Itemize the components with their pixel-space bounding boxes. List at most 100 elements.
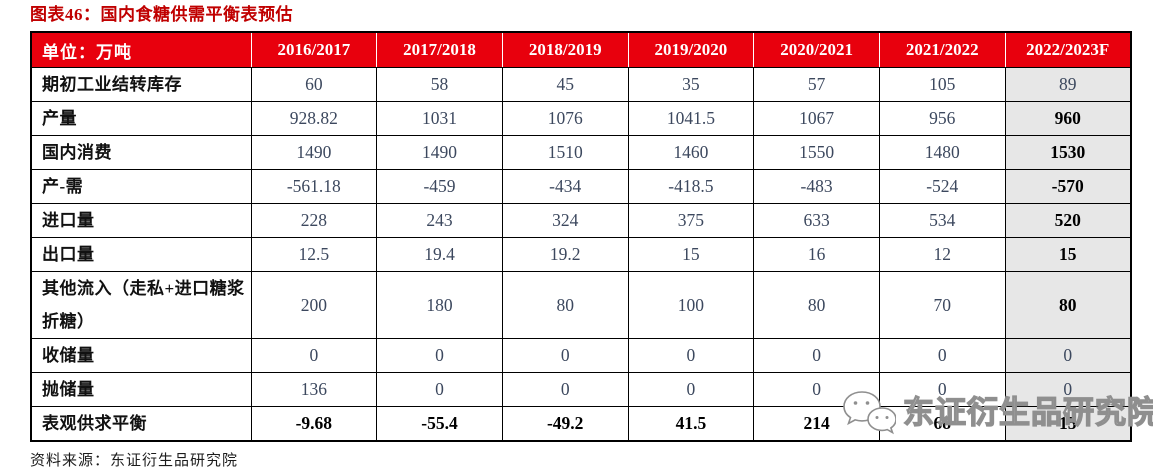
value-cell: 214	[753, 406, 880, 442]
value-cell: -434	[501, 169, 629, 204]
value-cell: 41.5	[627, 406, 755, 442]
row-label: 表观供求平衡	[30, 406, 252, 442]
value-cell: 0	[753, 372, 880, 407]
value-cell: 1510	[501, 135, 629, 170]
table-row: 出口量 12.5 19.4 19.2 15 16 12 15	[30, 237, 1132, 272]
value-cell: 0	[1004, 338, 1132, 373]
row-label: 产量	[30, 101, 252, 136]
table-row: 期初工业结转库存 60 58 45 35 57 105 89	[30, 67, 1132, 102]
value-cell: -55.4	[376, 406, 503, 442]
year-header-cell: 2018/2019	[501, 32, 629, 68]
value-cell: 70	[878, 271, 1006, 339]
table-row: 收储量 0 0 0 0 0 0 0	[30, 338, 1132, 373]
value-cell: 228	[250, 203, 378, 238]
row-label: 其他流入（走私+进口糖浆折糖）	[30, 271, 252, 339]
value-cell: 956	[878, 101, 1006, 136]
value-cell: 0	[1004, 372, 1132, 407]
value-cell: 15	[627, 237, 755, 272]
value-cell: 1460	[627, 135, 755, 170]
value-cell: -9.68	[250, 406, 378, 442]
value-cell: 534	[878, 203, 1006, 238]
source-note: 资料来源：东证衍生品研究院	[30, 453, 239, 469]
value-cell: 1490	[376, 135, 503, 170]
table-header-row: 单位：万吨 2016/2017 2017/2018 2018/2019 2019/202…	[31, 32, 1131, 68]
value-cell: 0	[878, 372, 1006, 407]
value-cell: 0	[627, 338, 755, 373]
value-cell: 35	[627, 67, 755, 102]
value-cell: 0	[627, 372, 755, 407]
year-header-cell: 2017/2018	[376, 32, 503, 68]
value-cell: 136	[250, 372, 378, 407]
value-cell: 1041.5	[627, 101, 755, 136]
value-cell: 68	[878, 406, 1006, 442]
value-cell: 0	[376, 338, 503, 373]
row-label: 进口量	[30, 203, 252, 238]
row-label: 期初工业结转库存	[30, 67, 252, 102]
value-cell: 89	[1004, 67, 1132, 102]
value-cell: 1490	[250, 135, 378, 170]
value-cell: 105	[878, 67, 1006, 102]
table-row: 抛储量 136 0 0 0 0 0 0	[30, 372, 1132, 407]
value-cell: 928.82	[250, 101, 378, 136]
value-cell: 633	[753, 203, 880, 238]
value-cell: 19.2	[501, 237, 629, 272]
value-cell: 15	[1004, 406, 1132, 442]
value-cell: -524	[878, 169, 1006, 204]
value-cell: 60	[250, 67, 378, 102]
table-row: 产量 928.82 1031 1076 1041.5 1067 956 960	[30, 101, 1132, 136]
value-cell: 0	[376, 372, 503, 407]
value-cell: 16	[753, 237, 880, 272]
value-cell: -483	[753, 169, 880, 204]
value-cell: 520	[1004, 203, 1132, 238]
value-cell: 80	[501, 271, 629, 339]
value-cell: -570	[1004, 169, 1132, 204]
table-row: 进口量 228 243 324 375 633 534 520	[30, 203, 1132, 238]
row-label: 国内消费	[30, 135, 252, 170]
year-header-cell: 2020/2021	[753, 32, 880, 68]
value-cell: 80	[1004, 271, 1132, 339]
value-cell: 180	[376, 271, 503, 339]
value-cell: 243	[376, 203, 503, 238]
value-cell: 960	[1004, 101, 1132, 136]
value-cell: 324	[501, 203, 629, 238]
table-row: 表观供求平衡 -9.68 -55.4 -49.2 41.5 214 68 15	[30, 406, 1132, 442]
value-cell: 1067	[753, 101, 880, 136]
value-cell: 1076	[501, 101, 629, 136]
row-label: 出口量	[30, 237, 252, 272]
value-cell: 200	[250, 271, 378, 339]
value-cell: 0	[878, 338, 1006, 373]
value-cell: 12.5	[250, 237, 378, 272]
value-cell: 1530	[1004, 135, 1132, 170]
value-cell: 0	[501, 372, 629, 407]
unit-header-cell: 单位：万吨	[31, 32, 251, 68]
value-cell: 0	[501, 338, 629, 373]
table-row: 产-需 -561.18 -459 -434 -418.5 -483 -524 -570	[30, 169, 1132, 204]
row-label: 抛储量	[30, 372, 252, 407]
value-cell: 1480	[878, 135, 1006, 170]
value-cell: 15	[1004, 237, 1132, 272]
value-cell: 80	[753, 271, 880, 339]
value-cell: 1550	[753, 135, 880, 170]
value-cell: 45	[501, 67, 629, 102]
row-label: 产-需	[30, 169, 252, 204]
year-header-cell: 2021/2022	[878, 32, 1006, 68]
value-cell: -49.2	[501, 406, 629, 442]
value-cell: 58	[376, 67, 503, 102]
value-cell: -459	[376, 169, 503, 204]
value-cell: 0	[250, 338, 378, 373]
row-label: 收储量	[30, 338, 252, 373]
value-cell: 100	[627, 271, 755, 339]
year-header-cell: 2016/2017	[250, 32, 377, 68]
value-cell: 0	[753, 338, 880, 373]
report-figure: 图表46：国内食糖供需平衡表预估 单位：万吨 2016/2017 2017/2018…	[30, 4, 1132, 470]
table-row: 国内消费 1490 1490 1510 1460 1550 1480 1530	[30, 135, 1132, 170]
figure-title: 图表46：国内食糖供需平衡表预估	[30, 5, 293, 24]
value-cell: 57	[753, 67, 880, 102]
table-row: 其他流入（走私+进口糖浆折糖） 200 180 80 100 80 70 80	[30, 271, 1132, 339]
value-cell: 1031	[376, 101, 503, 136]
year-header-cell: 2019/2020	[627, 32, 754, 68]
value-cell: 19.4	[376, 237, 503, 272]
value-cell: -561.18	[250, 169, 378, 204]
sugar-balance-table: 单位：万吨 2016/2017 2017/2018 2018/2019 2019/202…	[30, 31, 1132, 442]
value-cell: -418.5	[627, 169, 755, 204]
